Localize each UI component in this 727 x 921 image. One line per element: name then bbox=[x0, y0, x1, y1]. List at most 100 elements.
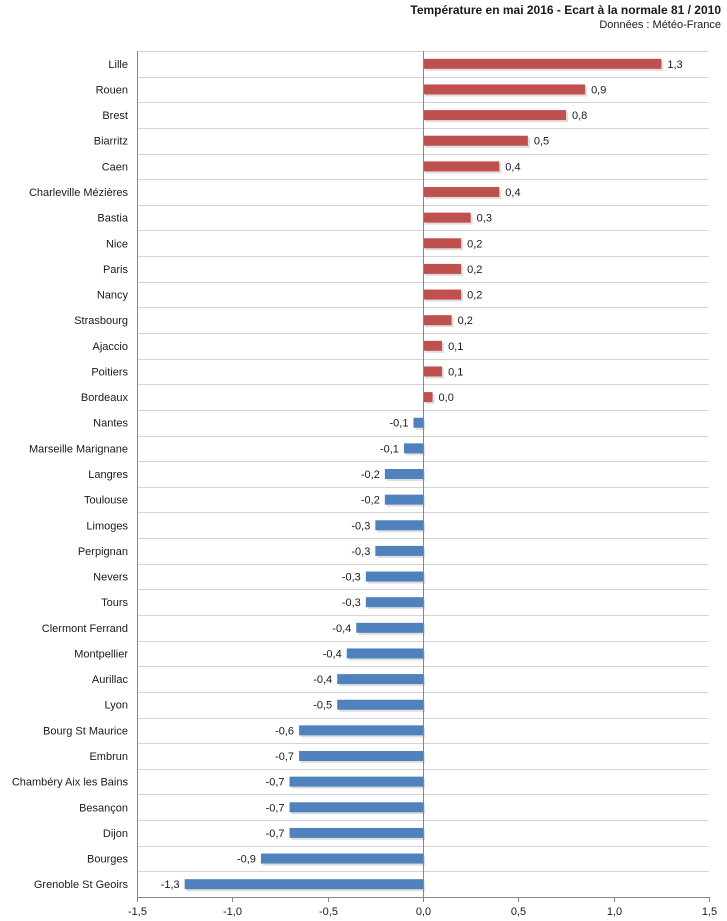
data-label: 0,2 bbox=[467, 238, 482, 250]
bar bbox=[423, 340, 443, 351]
category-label: Poitiers bbox=[91, 366, 128, 378]
category-label: Bordeaux bbox=[81, 392, 129, 404]
bar bbox=[337, 699, 423, 710]
bar bbox=[299, 751, 423, 761]
data-label: -0,9 bbox=[237, 854, 256, 866]
bar bbox=[423, 84, 586, 95]
category-label: Aurillac bbox=[92, 674, 129, 686]
bar bbox=[423, 392, 433, 403]
data-label: -0,1 bbox=[389, 418, 408, 430]
data-label: -0,2 bbox=[361, 469, 380, 481]
bar bbox=[184, 879, 423, 890]
bar bbox=[384, 494, 423, 505]
data-label: -0,4 bbox=[332, 623, 351, 635]
x-tick-label: -0,5 bbox=[319, 906, 338, 918]
data-label: 0,9 bbox=[591, 84, 606, 96]
category-label: Clermont Ferrand bbox=[42, 623, 128, 635]
category-label: Nice bbox=[106, 238, 128, 250]
category-label: Limoges bbox=[86, 520, 128, 532]
category-label: Caen bbox=[102, 161, 128, 173]
bar bbox=[289, 802, 423, 813]
data-label: -0,7 bbox=[266, 802, 285, 814]
bar bbox=[423, 187, 500, 197]
data-label: -0,7 bbox=[266, 777, 285, 789]
data-label: 0,3 bbox=[477, 213, 492, 225]
data-label: 0,1 bbox=[448, 341, 463, 353]
x-tick-label: -1,0 bbox=[223, 906, 242, 918]
category-label: Nevers bbox=[93, 572, 128, 584]
category-label: Biarritz bbox=[94, 136, 128, 148]
bar bbox=[423, 135, 528, 146]
category-label: Bastia bbox=[97, 213, 128, 225]
bar bbox=[423, 110, 566, 121]
data-label: 0,2 bbox=[467, 264, 482, 276]
data-label: 1,3 bbox=[667, 59, 682, 71]
category-label: Strasbourg bbox=[74, 315, 128, 327]
data-label: 0,2 bbox=[467, 290, 482, 302]
bar bbox=[365, 571, 423, 582]
data-label: 0,4 bbox=[505, 161, 520, 173]
data-label: -0,5 bbox=[313, 700, 332, 712]
category-label: Nantes bbox=[93, 418, 128, 430]
category-label: Langres bbox=[88, 469, 128, 481]
category-label: Bourg St Maurice bbox=[43, 725, 128, 737]
data-label: -0,7 bbox=[266, 828, 285, 840]
bar bbox=[260, 853, 423, 864]
data-label: -1,3 bbox=[161, 879, 180, 891]
category-label: Brest bbox=[102, 110, 128, 122]
category-label: Dijon bbox=[103, 828, 128, 840]
category-label: Besançon bbox=[79, 802, 128, 814]
x-tick-label: 1,0 bbox=[607, 906, 622, 918]
data-label: -0,3 bbox=[342, 597, 361, 609]
bar bbox=[423, 263, 462, 274]
bar bbox=[375, 545, 423, 556]
x-tick-label: 0,0 bbox=[416, 906, 431, 918]
category-label: Montpellier bbox=[74, 648, 128, 660]
bar bbox=[384, 469, 423, 479]
bar bbox=[423, 161, 500, 172]
bar bbox=[423, 315, 452, 326]
category-label: Chambéry Aix les Bains bbox=[12, 777, 129, 789]
category-label: Paris bbox=[103, 264, 129, 276]
category-label: Tours bbox=[101, 597, 128, 609]
data-label: -0,3 bbox=[342, 572, 361, 584]
bar bbox=[423, 238, 462, 249]
bar bbox=[365, 597, 423, 608]
bar bbox=[423, 212, 471, 223]
data-label: 0,4 bbox=[505, 187, 520, 199]
x-tick-label: -1,5 bbox=[128, 906, 147, 918]
data-label: -0,7 bbox=[275, 751, 294, 763]
bar bbox=[356, 622, 423, 633]
data-label: 0,5 bbox=[534, 136, 549, 148]
category-label: Charleville Mézières bbox=[29, 187, 129, 199]
data-label: 0,0 bbox=[439, 392, 454, 404]
bar bbox=[413, 417, 423, 428]
data-label: -0,2 bbox=[361, 495, 380, 507]
bar bbox=[403, 443, 423, 454]
bar bbox=[423, 289, 462, 300]
x-tick-label: 1,5 bbox=[702, 906, 717, 918]
category-label: Rouen bbox=[96, 84, 128, 96]
category-label: Embrun bbox=[89, 751, 128, 763]
bar bbox=[423, 58, 662, 69]
data-label: -0,3 bbox=[351, 520, 370, 532]
data-label: -0,6 bbox=[275, 725, 294, 737]
category-label: Grenoble St Geoirs bbox=[34, 879, 129, 891]
category-label: Marseille Marignane bbox=[29, 443, 128, 455]
category-label: Perpignan bbox=[78, 546, 128, 558]
x-tick-label: 0,5 bbox=[511, 906, 526, 918]
bar bbox=[346, 648, 423, 659]
data-label: -0,4 bbox=[313, 674, 332, 686]
data-label: 0,2 bbox=[458, 315, 473, 327]
bar bbox=[375, 520, 423, 531]
bar bbox=[299, 725, 423, 736]
bar bbox=[337, 674, 423, 685]
bar bbox=[289, 776, 423, 787]
data-label: -0,4 bbox=[323, 648, 342, 660]
chart-title: Température en mai 2016 - Ecart à la nor… bbox=[410, 3, 721, 17]
category-label: Lyon bbox=[105, 700, 128, 712]
chart-subtitle: Données : Météo-France bbox=[599, 19, 721, 31]
category-label: Lille bbox=[108, 59, 128, 71]
category-label: Ajaccio bbox=[93, 341, 128, 353]
